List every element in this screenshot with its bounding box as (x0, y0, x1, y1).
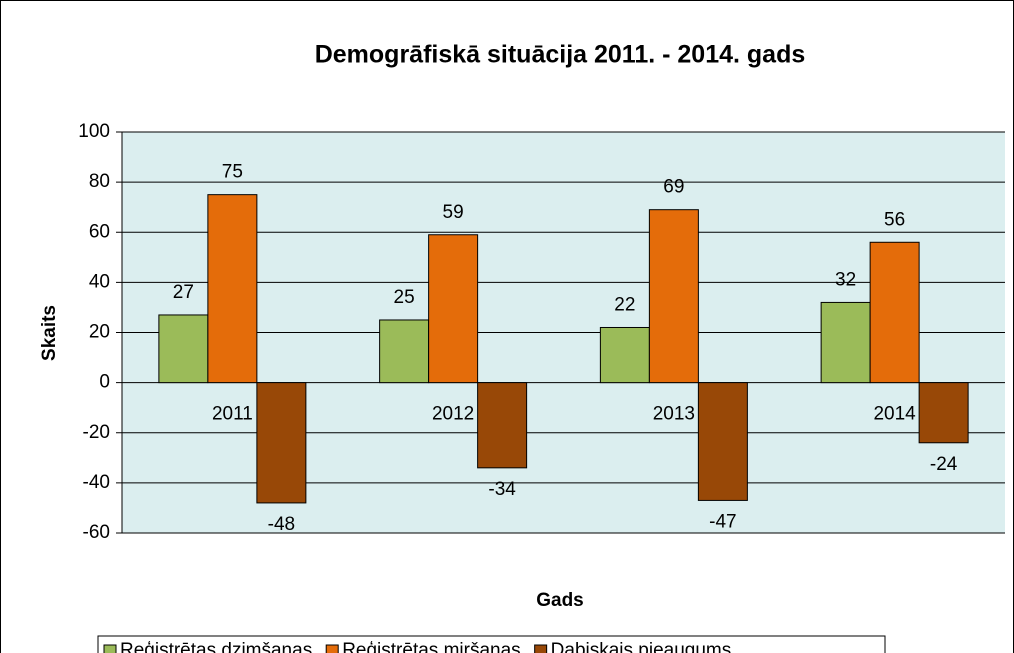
data-label: 75 (222, 162, 243, 183)
data-label: 32 (835, 269, 856, 290)
bar (599, 326, 650, 384)
legend-swatch (103, 644, 117, 653)
y-axis-label: Skaits (39, 305, 60, 361)
x-tick-label: 2012 (432, 404, 474, 425)
bar (379, 319, 430, 384)
data-label: 69 (663, 177, 684, 198)
y-tick-label: 20 (89, 322, 110, 343)
data-label: -47 (709, 511, 736, 532)
legend-label: Reģistrētas dzimšanas (120, 640, 312, 653)
chart-title: Demogrāfiskā situācija 2011. - 2014. gad… (315, 41, 806, 69)
bar (820, 301, 871, 384)
data-label: 22 (614, 295, 635, 316)
data-label: -34 (488, 479, 516, 500)
bar (869, 241, 920, 384)
y-tick-label: -20 (83, 422, 110, 443)
x-tick-label: 2013 (653, 404, 695, 425)
bar (477, 382, 528, 469)
y-tick-label: -60 (83, 522, 110, 543)
bar (918, 382, 969, 444)
bar (428, 234, 479, 384)
y-tick-label: 100 (78, 121, 110, 142)
data-label: 25 (394, 287, 415, 308)
bar (648, 209, 699, 384)
bar (158, 314, 209, 384)
bar (207, 194, 258, 384)
x-tick-label: 2014 (873, 404, 916, 425)
data-label: 59 (443, 202, 464, 223)
legend (97, 635, 886, 653)
data-label: 56 (884, 209, 905, 230)
legend-swatch (325, 644, 339, 653)
data-label: -48 (268, 514, 295, 535)
legend-swatch (534, 644, 548, 653)
y-tick-label: -40 (83, 472, 110, 493)
x-axis-label: Gads (536, 590, 584, 611)
bar (256, 382, 307, 504)
x-tick-label: 2011 (212, 404, 253, 425)
y-tick-label: 60 (89, 221, 110, 242)
y-tick-label: 80 (89, 171, 110, 192)
data-label: 27 (173, 282, 194, 303)
bar (697, 382, 748, 501)
data-label: -24 (930, 454, 958, 475)
legend-label: Reģistrētas miršanas (342, 640, 520, 653)
legend-label: Dabiskais pieaugums (551, 640, 732, 653)
y-tick-label: 40 (89, 271, 110, 292)
y-tick-label: 0 (99, 372, 110, 393)
